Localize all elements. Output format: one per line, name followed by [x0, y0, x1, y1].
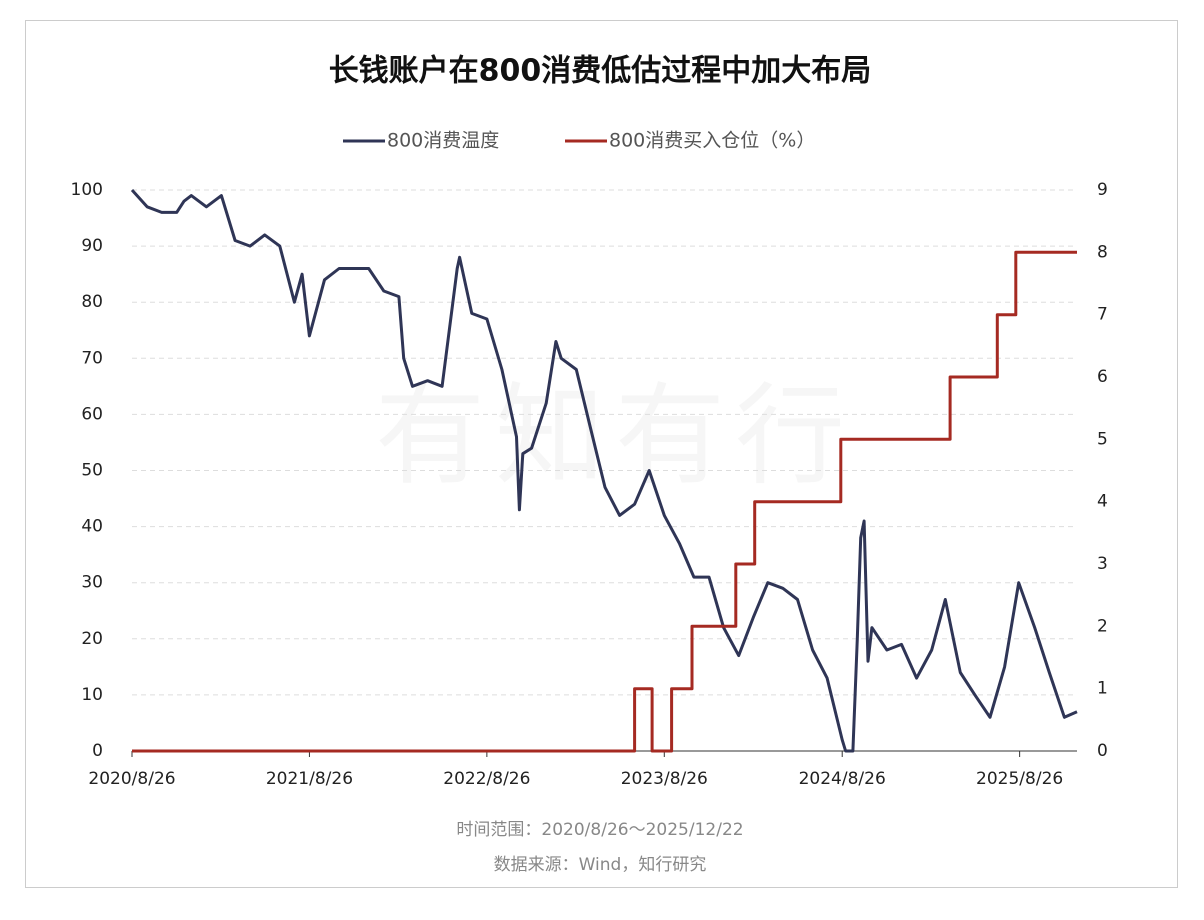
x-tick-label: 2023/8/26 [621, 769, 708, 789]
note-range: 时间范围：2020/8/26～2025/12/22 [456, 820, 743, 840]
note-source: 数据来源：Wind，知行研究 [494, 855, 707, 875]
y2-tick-label: 8 [1097, 242, 1108, 262]
y2-tick-label: 9 [1097, 180, 1108, 200]
chart-title: 长钱账户在800消费低估过程中加大布局 [329, 54, 872, 89]
y-tick-label: 20 [81, 629, 103, 649]
x-tick-label: 2022/8/26 [443, 769, 530, 789]
y2-tick-label: 6 [1097, 367, 1108, 387]
y-tick-label: 70 [81, 348, 103, 368]
y2-tick-label: 3 [1097, 554, 1108, 574]
y-tick-label: 100 [71, 180, 103, 200]
legend-label: 800消费温度 [387, 130, 499, 152]
y2-tick-label: 0 [1097, 741, 1108, 761]
y-tick-label: 10 [81, 685, 103, 705]
y2-tick-label: 5 [1097, 429, 1108, 449]
y2-tick-label: 1 [1097, 679, 1108, 699]
y2-tick-label: 2 [1097, 616, 1108, 636]
series-line [132, 250, 1077, 753]
y2-tick-label: 7 [1097, 305, 1108, 325]
series-line [130, 188, 1078, 753]
x-tick-label: 2024/8/26 [799, 769, 886, 789]
x-tick-label: 2021/8/26 [266, 769, 353, 789]
y-tick-label: 30 [81, 573, 103, 593]
y-tick-label: 60 [81, 404, 103, 424]
y-tick-label: 50 [81, 461, 103, 481]
x-tick-label: 2020/8/26 [88, 769, 175, 789]
y-tick-label: 0 [92, 741, 103, 761]
legend-label: 800消费买入仓位（%） [609, 130, 815, 152]
y2-tick-label: 4 [1097, 492, 1108, 512]
y-tick-label: 40 [81, 517, 103, 537]
frame [25, 20, 1178, 888]
y-tick-label: 90 [81, 236, 103, 256]
y-tick-label: 80 [81, 292, 103, 312]
x-tick-label: 2025/8/26 [976, 769, 1063, 789]
watermark: 有知有行 [375, 372, 855, 500]
